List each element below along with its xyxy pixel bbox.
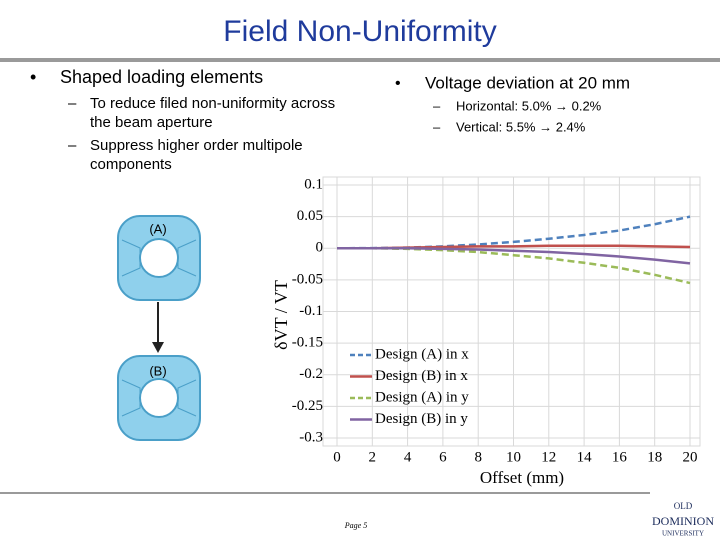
sub-bullet: Horizontal: 5.0% → 0.2% — [456, 98, 602, 113]
series-line — [337, 247, 691, 265]
sub-bullet: components — [90, 156, 172, 173]
image-label: (A) — [149, 221, 166, 236]
x-tick-label: 0 — [333, 449, 341, 465]
x-tick-label: 10 — [506, 449, 521, 465]
y-axis-label: δVT / VT — [271, 280, 291, 350]
logo-text: OLD — [674, 501, 693, 511]
element-a — [117, 215, 201, 301]
logo-text: UNIVERSITY — [662, 530, 704, 538]
legend-label: Design (B) in x — [375, 368, 468, 384]
dash: – — [433, 98, 441, 113]
legend-label: Design (B) in y — [375, 411, 468, 427]
footer: Page 5 — [344, 521, 367, 530]
y-tick-label: -0.05 — [292, 271, 323, 287]
legend-label: Design (A) in y — [375, 389, 469, 405]
x-tick-label: 4 — [404, 449, 412, 465]
sub-bullet: Suppress higher order multipole — [90, 137, 303, 154]
bullet-dot: • — [395, 75, 401, 92]
sub-bullet: To reduce filed non-uniformity across — [90, 95, 335, 112]
dash: – — [433, 119, 441, 134]
y-tick-label: -0.25 — [292, 398, 323, 414]
x-tick-label: 14 — [577, 449, 593, 465]
x-tick-label: 12 — [541, 449, 556, 465]
y-tick-label: -0.15 — [292, 335, 323, 351]
x-axis-label: Offset (mm) — [480, 468, 564, 487]
bullet: Shaped loading elements — [60, 67, 263, 87]
x-tick-label: 20 — [683, 449, 698, 465]
x-tick-label: 6 — [439, 449, 447, 465]
logo-text: DOMINION — [652, 514, 714, 528]
element-b — [117, 355, 201, 441]
x-tick-label: 16 — [612, 449, 628, 465]
y-tick-label: 0 — [316, 240, 324, 256]
x-tick-label: 2 — [369, 449, 377, 465]
title-rule — [0, 58, 720, 62]
sub-bullet: the beam aperture — [90, 114, 213, 131]
x-tick-label: 8 — [474, 449, 482, 465]
bullet: Voltage deviation at 20 mm — [425, 73, 630, 92]
y-tick-label: -0.2 — [299, 366, 323, 382]
sub-bullet: Vertical: 5.5% → 2.4% — [456, 119, 586, 134]
dash: – — [68, 137, 77, 154]
legend-label: Design (A) in x — [375, 346, 469, 362]
bullet-dot: • — [30, 67, 36, 87]
arrow-head — [152, 342, 164, 353]
image-label: (B) — [149, 363, 166, 378]
y-tick-label: 0.05 — [297, 208, 323, 224]
y-tick-label: 0.1 — [304, 176, 323, 192]
slide-title: Field Non-Uniformity — [223, 15, 496, 48]
x-tick-label: 18 — [647, 449, 662, 465]
dash: – — [68, 95, 77, 112]
y-tick-label: -0.3 — [299, 429, 323, 445]
y-tick-label: -0.1 — [299, 303, 323, 319]
footer-rule — [0, 492, 650, 494]
